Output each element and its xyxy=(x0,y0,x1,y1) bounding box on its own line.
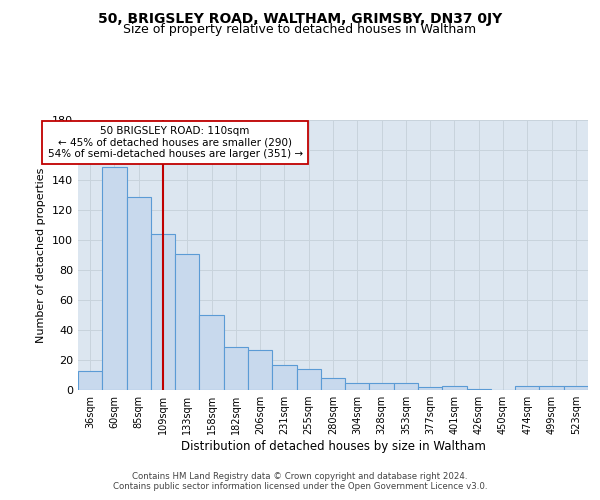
Bar xyxy=(539,386,564,390)
Bar xyxy=(248,350,272,390)
Bar xyxy=(296,369,321,390)
Bar xyxy=(199,315,224,390)
X-axis label: Distribution of detached houses by size in Waltham: Distribution of detached houses by size … xyxy=(181,440,485,453)
Text: Size of property relative to detached houses in Waltham: Size of property relative to detached ho… xyxy=(124,22,476,36)
Bar xyxy=(370,382,394,390)
Bar xyxy=(564,386,588,390)
Text: Contains public sector information licensed under the Open Government Licence v3: Contains public sector information licen… xyxy=(113,482,487,491)
Bar xyxy=(321,378,345,390)
Y-axis label: Number of detached properties: Number of detached properties xyxy=(37,168,46,342)
Text: 50 BRIGSLEY ROAD: 110sqm
← 45% of detached houses are smaller (290)
54% of semi-: 50 BRIGSLEY ROAD: 110sqm ← 45% of detach… xyxy=(47,126,303,159)
Bar xyxy=(467,388,491,390)
Bar xyxy=(102,166,127,390)
Bar xyxy=(272,364,296,390)
Bar xyxy=(78,370,102,390)
Bar xyxy=(515,386,539,390)
Bar xyxy=(175,254,199,390)
Bar xyxy=(394,382,418,390)
Bar xyxy=(442,386,467,390)
Bar xyxy=(127,196,151,390)
Bar xyxy=(224,346,248,390)
Bar xyxy=(345,382,370,390)
Text: 50, BRIGSLEY ROAD, WALTHAM, GRIMSBY, DN37 0JY: 50, BRIGSLEY ROAD, WALTHAM, GRIMSBY, DN3… xyxy=(98,12,502,26)
Bar xyxy=(418,387,442,390)
Text: Contains HM Land Registry data © Crown copyright and database right 2024.: Contains HM Land Registry data © Crown c… xyxy=(132,472,468,481)
Bar xyxy=(151,234,175,390)
